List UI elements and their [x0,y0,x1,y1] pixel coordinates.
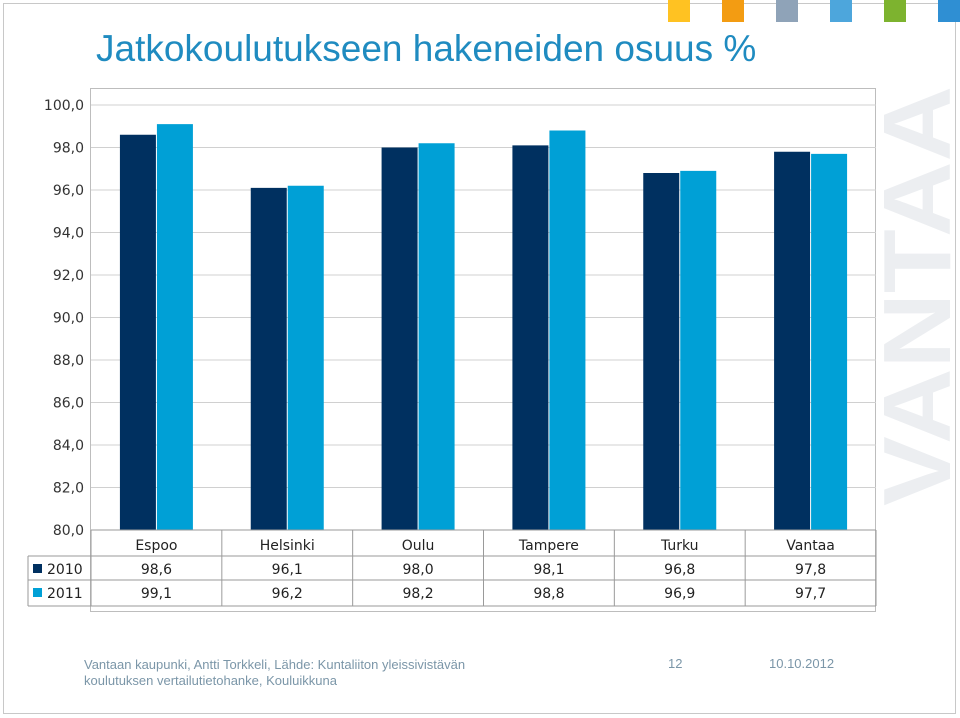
category-label: Oulu [402,538,435,554]
data-label-2010: 98,0 [402,562,433,578]
slide-frame [3,3,956,714]
y-tick-label: 88,0 [53,353,84,369]
y-tick-label: 98,0 [53,141,84,157]
chart-title: Jatkokoulutukseen hakeneiden osuus % [96,28,757,69]
category-label: Espoo [135,538,177,554]
bar-2010-4 [643,173,680,530]
data-label-2010: 97,8 [795,562,826,578]
legend-label-2011: 2011 [47,586,83,602]
vantaa-watermark: VANTAA [876,86,960,506]
bar-2011-2 [418,143,455,530]
brand-square [722,0,744,22]
data-label-2011: 99,1 [141,586,172,602]
y-tick-label: 100,0 [44,98,84,114]
footer-source-line2: koulutuksen vertailutietohanke, Kouluikk… [84,673,337,688]
y-tick-label: 96,0 [53,183,84,199]
footer-page-number: 12 [668,656,683,671]
bar-2010-2 [381,147,418,530]
category-label: Tampere [518,538,579,554]
plot-area-border [90,88,876,612]
data-label-2011: 98,2 [402,586,433,602]
brand-square [830,0,852,22]
y-tick-label: 80,0 [53,523,84,539]
y-tick-label: 86,0 [53,396,84,412]
data-label-2010: 98,6 [141,562,172,578]
bar-2010-3 [512,145,549,530]
bar-2010-1 [250,187,287,530]
data-label-2011: 98,8 [533,586,564,602]
bar-2011-1 [287,185,324,530]
y-tick-label: 90,0 [53,311,84,327]
data-label-2011: 96,2 [272,586,303,602]
bar-2010-5 [774,151,811,530]
data-label-2011: 96,9 [664,586,695,602]
brand-square [668,0,690,22]
footer-source-line1: Vantaan kaupunki, Antti Torkkeli, Lähde:… [84,657,466,672]
bar-2011-3 [549,130,586,530]
footer-date: 10.10.2012 [769,656,835,671]
category-label: Vantaa [786,538,835,554]
data-label-2010: 96,8 [664,562,695,578]
bar-2011-0 [156,124,193,530]
y-tick-label: 92,0 [53,268,84,284]
bar-2011-4 [680,170,717,530]
category-label: Turku [660,538,699,554]
y-tick-label: 82,0 [53,481,84,497]
legend-label-2010: 2010 [47,562,83,578]
legend-swatch-2010 [33,564,42,573]
y-tick-label: 94,0 [53,226,84,242]
legend-swatch-2011 [33,588,42,597]
brand-square [776,0,798,22]
brand-square [884,0,906,22]
data-label-2011: 97,7 [795,586,826,602]
brand-square [938,0,960,22]
y-tick-label: 84,0 [53,438,84,454]
bar-2011-5 [811,153,848,530]
bar-2010-0 [119,134,156,530]
data-label-2010: 98,1 [533,562,564,578]
data-label-2010: 96,1 [272,562,303,578]
vantaa-watermark-text: VANTAA [876,86,960,506]
category-label: Helsinki [260,538,315,554]
